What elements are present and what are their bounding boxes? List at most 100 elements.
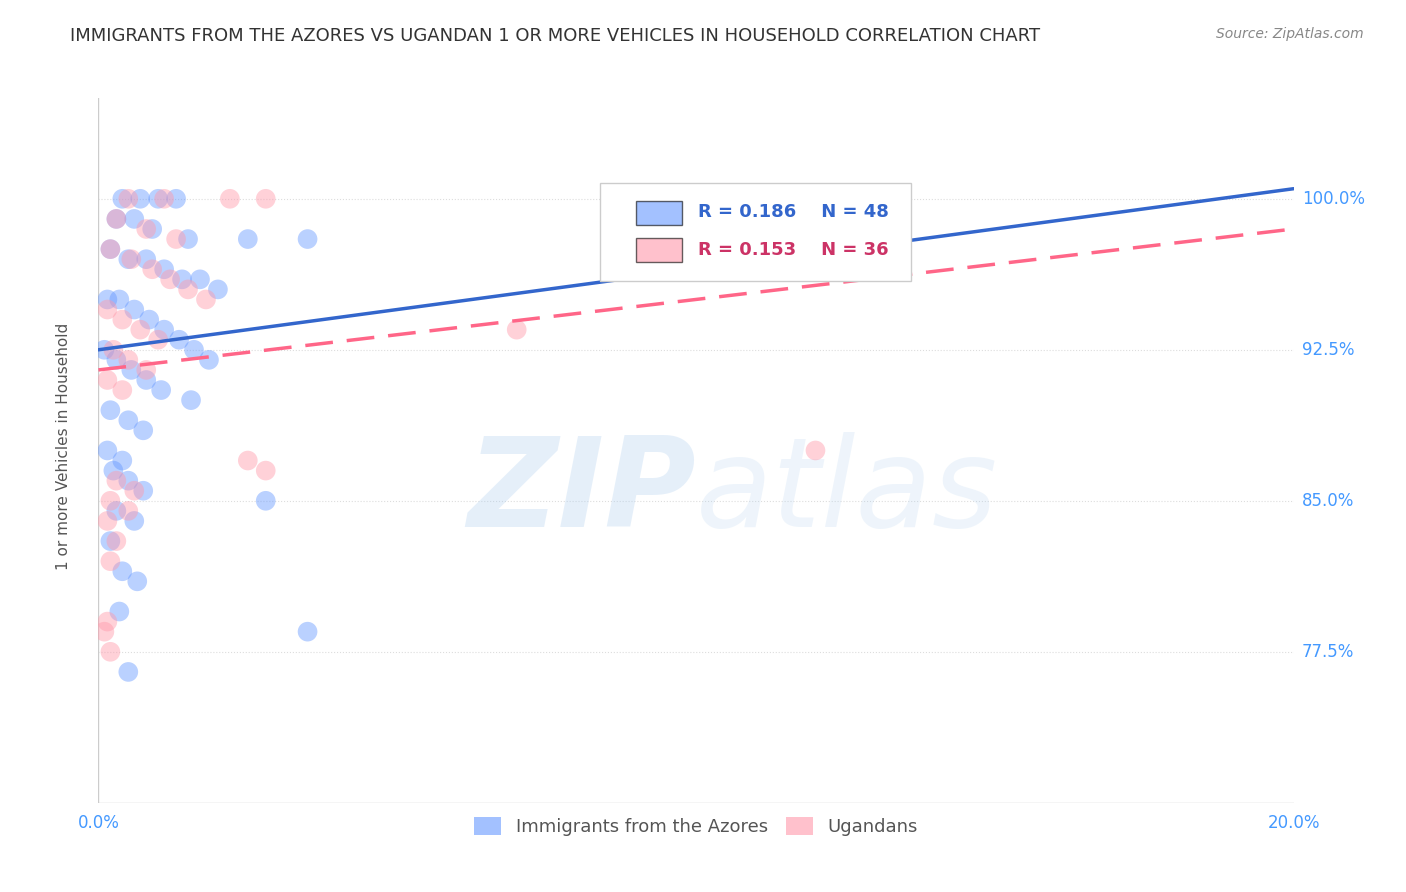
Point — [111, 192, 134, 206]
Point — [103, 343, 125, 357]
Point — [207, 282, 229, 296]
Point — [108, 605, 131, 619]
Point — [93, 624, 115, 639]
Point — [188, 272, 211, 286]
Text: ZIP: ZIP — [467, 433, 696, 553]
Point — [135, 252, 157, 267]
Point — [141, 262, 163, 277]
Point — [159, 272, 181, 286]
Point — [167, 333, 190, 347]
FancyBboxPatch shape — [637, 238, 682, 262]
Point — [135, 373, 157, 387]
Point — [124, 302, 146, 317]
Point — [150, 383, 173, 397]
Point — [127, 574, 149, 589]
Point — [117, 192, 139, 206]
Point — [148, 192, 170, 206]
Point — [96, 514, 118, 528]
Point — [165, 232, 187, 246]
Point — [236, 232, 259, 246]
Point — [129, 323, 152, 337]
Point — [117, 252, 139, 267]
Text: R = 0.153    N = 36: R = 0.153 N = 36 — [699, 241, 889, 259]
Point — [111, 312, 134, 326]
Point — [153, 262, 176, 277]
Point — [254, 464, 277, 478]
Point — [165, 192, 187, 206]
Point — [111, 383, 134, 397]
Text: 20.0%: 20.0% — [1267, 814, 1320, 832]
Point — [98, 403, 122, 417]
Point — [297, 624, 319, 639]
Point — [804, 443, 827, 458]
Legend: Immigrants from the Azores, Ugandans: Immigrants from the Azores, Ugandans — [467, 809, 925, 843]
Point — [219, 192, 242, 206]
Point — [120, 363, 142, 377]
Point — [98, 554, 122, 568]
Point — [506, 323, 529, 337]
Point — [124, 483, 146, 498]
Point — [138, 312, 160, 326]
Point — [98, 534, 122, 549]
Text: 1 or more Vehicles in Household: 1 or more Vehicles in Household — [56, 322, 70, 570]
Point — [117, 665, 139, 679]
Text: atlas: atlas — [696, 433, 998, 553]
Point — [105, 211, 128, 226]
Point — [105, 211, 128, 226]
Point — [96, 443, 118, 458]
Point — [135, 363, 157, 377]
Point — [153, 192, 176, 206]
Point — [108, 293, 131, 307]
Point — [98, 242, 122, 256]
Text: Source: ZipAtlas.com: Source: ZipAtlas.com — [1216, 27, 1364, 41]
Text: 92.5%: 92.5% — [1302, 341, 1354, 359]
Point — [96, 615, 118, 629]
Point — [117, 413, 139, 427]
Point — [105, 474, 128, 488]
Point — [132, 483, 155, 498]
Point — [183, 343, 205, 357]
Text: 77.5%: 77.5% — [1302, 643, 1354, 661]
Point — [124, 514, 146, 528]
Point — [105, 352, 128, 367]
Point — [98, 493, 122, 508]
Point — [198, 352, 221, 367]
Text: 0.0%: 0.0% — [77, 814, 120, 832]
Text: R = 0.186    N = 48: R = 0.186 N = 48 — [699, 203, 889, 221]
Point — [105, 504, 128, 518]
Point — [96, 373, 118, 387]
Point — [98, 645, 122, 659]
Text: 85.0%: 85.0% — [1302, 491, 1354, 510]
Point — [96, 302, 118, 317]
Point — [177, 232, 200, 246]
Point — [153, 323, 176, 337]
Point — [195, 293, 218, 307]
Point — [117, 504, 139, 518]
Point — [124, 211, 146, 226]
Point — [129, 192, 152, 206]
Point — [148, 333, 170, 347]
FancyBboxPatch shape — [637, 201, 682, 225]
Point — [103, 464, 125, 478]
Point — [117, 474, 139, 488]
Point — [111, 453, 134, 467]
Point — [254, 192, 277, 206]
Point — [254, 493, 277, 508]
Point — [98, 242, 122, 256]
Point — [236, 453, 259, 467]
Point — [111, 564, 134, 578]
Point — [117, 352, 139, 367]
FancyBboxPatch shape — [600, 183, 911, 281]
Text: IMMIGRANTS FROM THE AZORES VS UGANDAN 1 OR MORE VEHICLES IN HOUSEHOLD CORRELATIO: IMMIGRANTS FROM THE AZORES VS UGANDAN 1 … — [70, 27, 1040, 45]
Point — [180, 393, 202, 408]
Point — [132, 423, 155, 437]
Point — [297, 232, 319, 246]
Point — [105, 534, 128, 549]
Point — [120, 252, 142, 267]
Point — [177, 282, 200, 296]
Point — [141, 222, 163, 236]
Point — [135, 222, 157, 236]
Point — [96, 293, 118, 307]
Point — [172, 272, 194, 286]
Text: 100.0%: 100.0% — [1302, 190, 1365, 208]
